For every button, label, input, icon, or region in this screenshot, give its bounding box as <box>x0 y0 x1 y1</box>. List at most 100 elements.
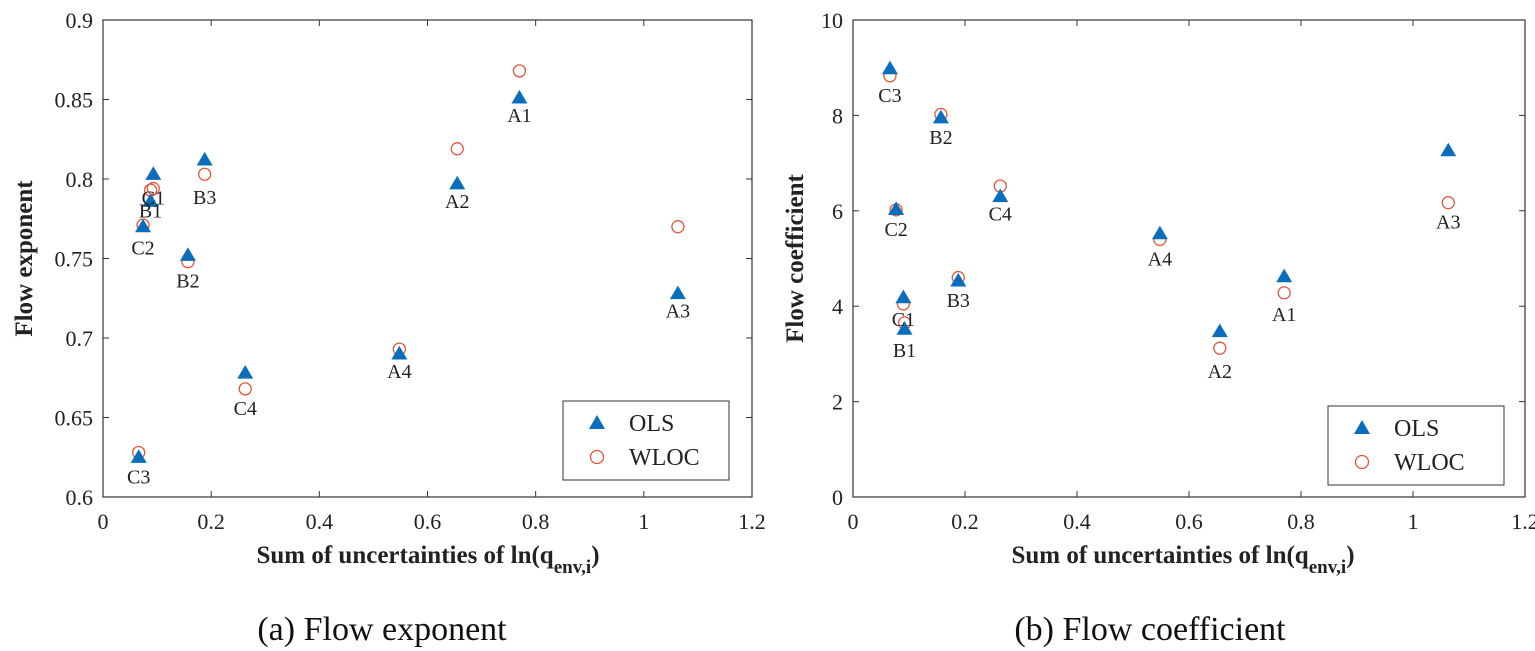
y-tick-label: 6 <box>832 199 843 224</box>
x-tick-label: 0 <box>98 509 109 534</box>
ols-point-C4 <box>992 188 1009 203</box>
caption-a: (a) Flow exponent <box>257 611 507 648</box>
x-tick-label: 1 <box>638 509 649 534</box>
chart-2: 0 0.2 0.4 0.6 0.8 1 1.2 0 2 4 6 8 10 Sum of uncertain… <box>782 8 1535 578</box>
legend-ols-label: OLS <box>629 411 674 437</box>
x-axis-label-close: ) <box>591 542 599 569</box>
legend-ols-label: OLS <box>1394 416 1439 442</box>
point-label-C1: C1 <box>142 188 165 210</box>
y-tick-label: 2 <box>832 390 843 415</box>
ols-point-A1 <box>1276 268 1293 283</box>
point-label-C4: C4 <box>989 203 1012 225</box>
y-tick-label: 0 <box>832 485 843 510</box>
point-label-A3: A3 <box>666 300 690 322</box>
y-tick-label: 0.65 <box>55 406 94 431</box>
x-tick-label: 0.4 <box>1063 509 1091 534</box>
point-label-A2: A2 <box>1208 361 1232 383</box>
wloc-point-C1 <box>146 181 160 196</box>
x-axis-label: Sum of uncertainties of ln(qenv,i) <box>256 542 599 578</box>
x-tick-label: 1.2 <box>738 509 766 534</box>
ols-point-A3 <box>669 285 686 300</box>
wloc-point-A3 <box>671 220 685 234</box>
legend-ols-marker <box>589 415 605 429</box>
point-label-A4: A4 <box>387 361 411 383</box>
legend-box <box>562 400 730 481</box>
y-tick-label: 0.7 <box>66 326 94 351</box>
ols-point-A2 <box>1211 323 1228 338</box>
ols-point-B2 <box>179 247 196 261</box>
ols-point-C3 <box>130 449 147 463</box>
legend-ols-marker <box>1354 420 1370 434</box>
y-axis-label: Flow exponent <box>11 180 38 337</box>
ols-point-A3 <box>1440 142 1457 157</box>
x-tick-label: 1.2 <box>1511 509 1535 534</box>
point-label-A2: A2 <box>445 191 469 213</box>
x-axis-label-close: ) <box>1346 542 1354 569</box>
point-label-C4: C4 <box>234 398 257 420</box>
y-axis-label: Flow coefficient <box>782 173 809 342</box>
ols-point-A4 <box>1151 225 1168 240</box>
wloc-point-B3 <box>198 167 212 181</box>
x-tick-label: 0.4 <box>306 509 334 534</box>
ols-point-C2 <box>135 218 152 233</box>
x-axis-label-subscript: env,i <box>554 557 591 578</box>
ols-point-C1 <box>895 289 912 304</box>
legend-wloc-marker <box>589 449 605 465</box>
x-tick-label: 0.6 <box>414 509 442 534</box>
point-label-A1: A1 <box>1272 304 1296 326</box>
point-label-A1: A1 <box>507 105 531 127</box>
x-axis-label-main: Sum of uncertainties of ln(q <box>1011 542 1308 569</box>
ols-point-A1 <box>511 89 528 104</box>
y-tick-label: 8 <box>832 103 843 128</box>
x-axis-label-subscript: env,i <box>1309 557 1346 578</box>
point-label-C1: C1 <box>892 309 915 331</box>
wloc-point-A2 <box>450 142 464 156</box>
y-tick-label: 0.6 <box>66 485 94 510</box>
x-tick-label: 1 <box>1408 509 1419 534</box>
point-label-C3: C3 <box>127 466 150 488</box>
x-axis-label: Sum of uncertainties of ln(qenv,i) <box>1011 542 1354 578</box>
y-tick-label: 4 <box>832 294 843 319</box>
wloc-point-C4 <box>238 382 252 396</box>
ols-point-A4 <box>391 345 408 360</box>
point-label-C2: C2 <box>884 219 907 241</box>
point-label-B1: B1 <box>893 340 916 362</box>
x-tick-label: 0.6 <box>1175 509 1203 534</box>
x-tick-label: 0.2 <box>951 509 979 534</box>
legend-wloc-label: WLOC <box>629 445 700 471</box>
point-label-C2: C2 <box>131 238 154 260</box>
legend-wloc-marker <box>1354 454 1370 470</box>
caption-b: (b) Flow coefficient <box>1014 611 1286 648</box>
x-tick-label: 0.8 <box>522 509 550 534</box>
x-tick-label: 0.2 <box>197 509 225 534</box>
y-tick-label: 0.75 <box>55 247 94 272</box>
x-axis-label-main: Sum of uncertainties of ln(q <box>256 542 553 569</box>
legend-box <box>1327 405 1505 486</box>
ols-point-B1 <box>142 193 159 207</box>
ols-point-B3 <box>196 151 213 166</box>
wloc-point-A1 <box>1277 286 1291 300</box>
y-tick-label: 10 <box>821 8 843 33</box>
ols-point-C3 <box>881 60 898 75</box>
ols-point-B2 <box>932 109 949 124</box>
wloc-point-A3 <box>1441 196 1455 210</box>
ols-point-C2 <box>888 201 905 215</box>
point-label-B1: B1 <box>139 200 162 222</box>
wloc-point-A2 <box>1213 341 1227 355</box>
x-tick-label: 0.8 <box>1287 509 1315 534</box>
y-tick-label: 0.8 <box>66 167 94 192</box>
point-label-C3: C3 <box>878 85 901 107</box>
wloc-point-A1 <box>512 64 527 78</box>
ols-point-A2 <box>449 175 466 190</box>
point-label-B2: B2 <box>929 127 952 149</box>
ols-point-C4 <box>237 364 254 379</box>
point-label-B3: B3 <box>193 187 216 209</box>
y-tick-label: 0.9 <box>66 8 94 33</box>
point-label-A4: A4 <box>1148 248 1172 270</box>
point-label-A3: A3 <box>1436 212 1460 234</box>
legend-wloc-label: WLOC <box>1394 450 1465 476</box>
ols-point-C1 <box>145 166 162 180</box>
point-label-B3: B3 <box>947 290 970 312</box>
chart-1: 0 0.2 0.4 0.6 0.8 1 1.2 0.6 0.65 0.7 0.75 0.8 0.85 0.… <box>11 8 766 578</box>
